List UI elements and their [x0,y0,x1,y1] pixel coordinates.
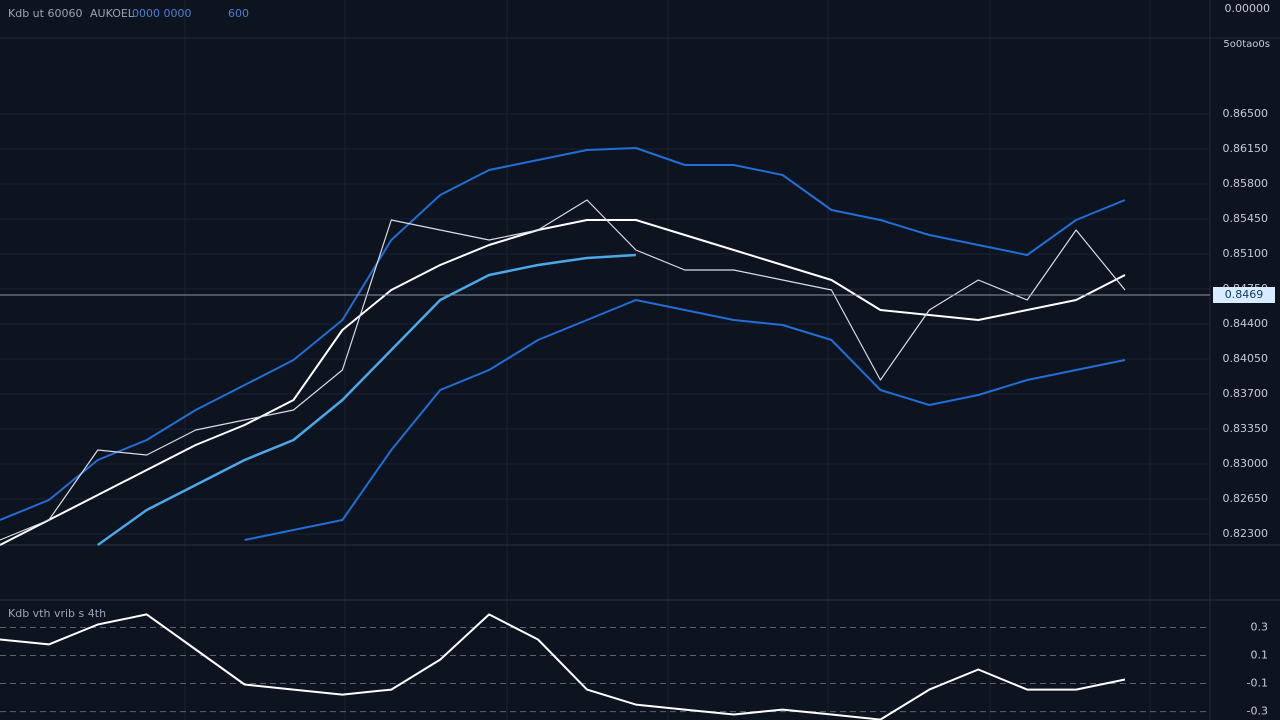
y-tick-label: 0.83700 [1223,387,1269,400]
header-item: 0000 0000 [132,7,192,20]
y-tick-label: 0.82650 [1223,492,1269,505]
series-line [0,199,1126,541]
series-line [0,613,1126,720]
header-item: AUKOEL [90,7,135,20]
series-line [0,219,1126,546]
y-tick-label: 0.85450 [1223,212,1269,225]
y-tick-label: 0.86150 [1223,142,1269,155]
y-tick-label: 0.85100 [1223,247,1269,260]
y-tick-label: 0.3 [1251,620,1269,633]
y-tick-label: 0.1 [1251,648,1269,661]
y-tick-label: -0.3 [1247,705,1268,718]
last-price-label: 0.8469 [1225,288,1264,301]
series-line [0,147,1126,521]
y-tick-label: 0.84400 [1223,317,1269,330]
y-tick-label: 0.86500 [1223,107,1269,120]
series-line [244,299,1126,541]
header-item: 600 [228,7,249,20]
series-line [97,253,636,547]
y-tick-label: 0.85800 [1223,177,1269,190]
y-tick-label: 0.84050 [1223,352,1269,365]
symbol-title: Kdb ut 60060 [8,7,82,20]
indicator-title: Kdb vth vrib s 4th [8,607,106,620]
y-tick-label: 0.82300 [1223,527,1269,540]
y-tick-label: 0.83350 [1223,422,1269,435]
y-tick-label: 0.83000 [1223,457,1269,470]
y-tick-label: -0.1 [1247,677,1268,690]
top-right-label: 0.00000 [1225,2,1271,15]
sub-right-label: 5o0tao0s [1223,39,1270,50]
last-price-box [1213,287,1275,303]
